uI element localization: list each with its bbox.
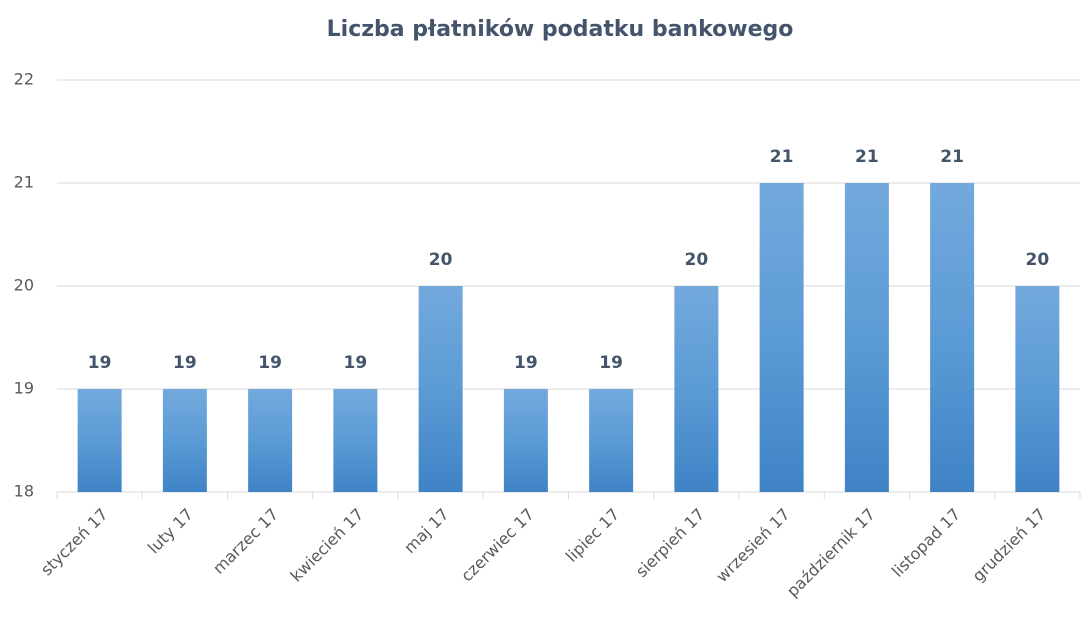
- bar: [589, 389, 634, 492]
- data-label: 21: [770, 147, 794, 167]
- bar: [418, 286, 463, 492]
- x-tick-label: styczeń 17: [37, 505, 112, 580]
- data-label: 20: [429, 250, 453, 270]
- y-tick-label: 18: [14, 482, 34, 501]
- x-tick-label: październik 17: [783, 505, 879, 601]
- data-label: 21: [855, 147, 879, 167]
- x-tick-label: marzec 17: [209, 505, 282, 578]
- bar: [503, 389, 548, 492]
- data-label: 19: [88, 353, 112, 373]
- data-label: 19: [599, 353, 623, 373]
- bar: [674, 286, 719, 492]
- x-tick-label: sierpień 17: [632, 505, 709, 582]
- data-label: 19: [514, 353, 538, 373]
- y-tick-label: 19: [14, 379, 34, 398]
- data-label: 21: [940, 147, 964, 167]
- x-tick-label: lipiec 17: [562, 505, 623, 566]
- x-tick-label: czerwiec 17: [457, 505, 538, 586]
- x-tick-label: kwiecień 17: [287, 505, 368, 586]
- bar: [333, 389, 378, 492]
- data-label: 20: [1026, 250, 1050, 270]
- y-tick-label: 21: [14, 173, 34, 192]
- x-tick-label: listopad 17: [888, 505, 964, 581]
- data-label: 20: [685, 250, 709, 270]
- x-tick-label: luty 17: [144, 505, 197, 558]
- x-tick-label: wrzesień 17: [712, 505, 793, 586]
- bar: [930, 183, 975, 492]
- bar: [77, 389, 122, 492]
- data-label: 19: [344, 353, 368, 373]
- bar: [248, 389, 293, 492]
- x-tick-label: grudzień 17: [969, 505, 1050, 586]
- y-tick-label: 20: [14, 276, 34, 295]
- x-tick-label: maj 17: [400, 505, 453, 558]
- chart-title: Liczba płatników podatku bankowego: [327, 17, 794, 42]
- data-label: 19: [173, 353, 197, 373]
- bar: [1015, 286, 1060, 492]
- data-label: 19: [258, 353, 282, 373]
- bar: [162, 389, 207, 492]
- y-tick-label: 22: [14, 70, 34, 89]
- bar: [844, 183, 889, 492]
- bar: [759, 183, 804, 492]
